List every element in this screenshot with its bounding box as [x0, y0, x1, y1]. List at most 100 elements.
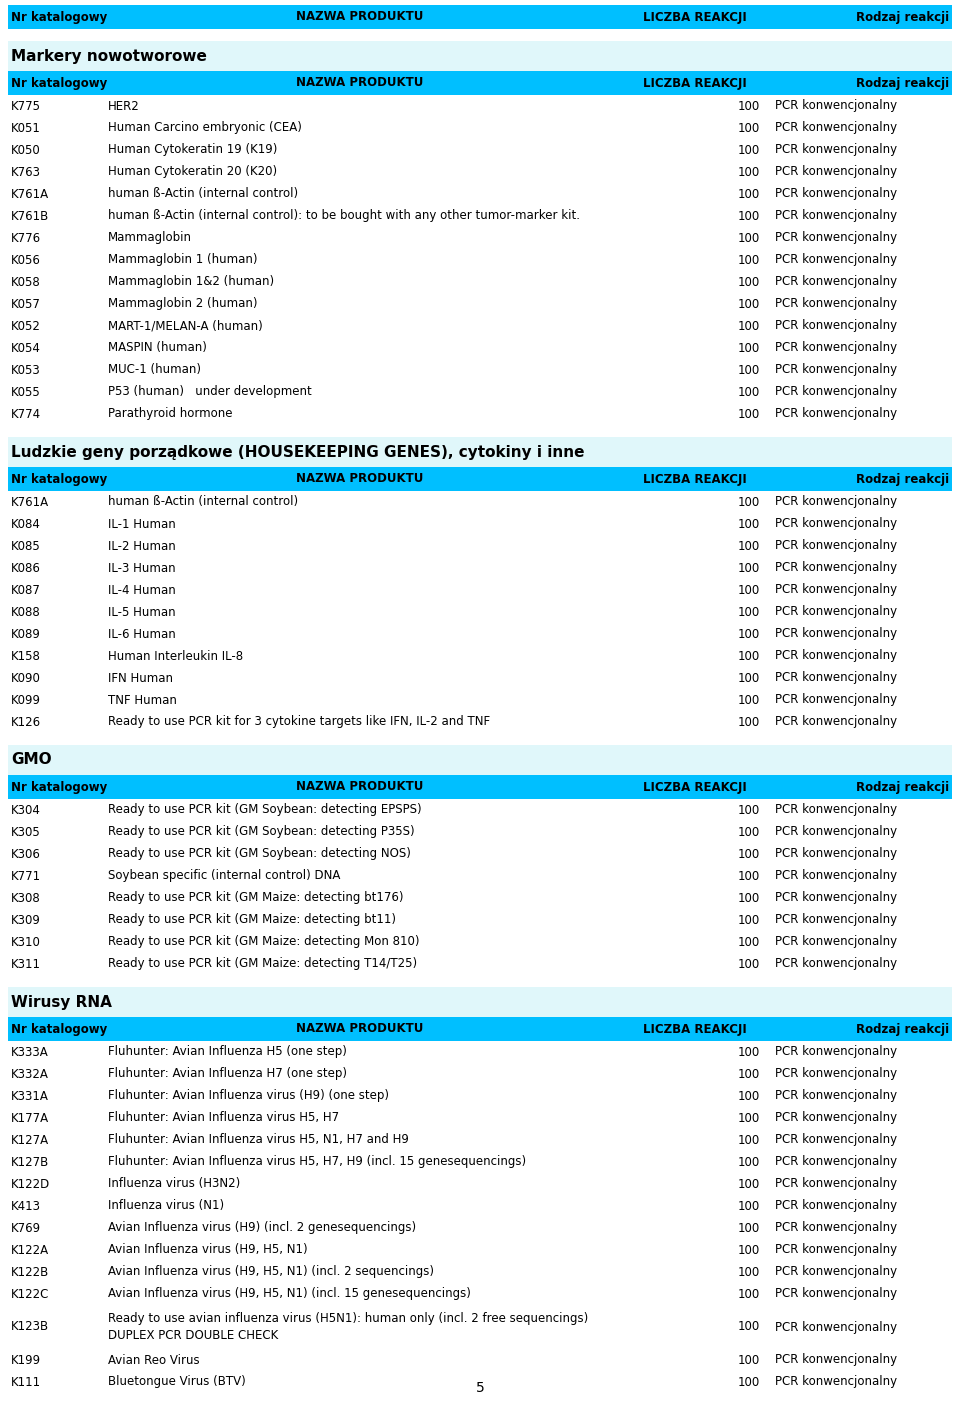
Text: PCR konwencjonalny: PCR konwencjonalny: [775, 495, 898, 509]
Text: PCR konwencjonalny: PCR konwencjonalny: [775, 1265, 898, 1278]
Text: PCR konwencjonalny: PCR konwencjonalny: [775, 627, 898, 641]
Text: PCR konwencjonalny: PCR konwencjonalny: [775, 869, 898, 883]
Text: PCR konwencjonalny: PCR konwencjonalny: [775, 232, 898, 245]
Text: 100: 100: [737, 1067, 760, 1080]
Text: 100: 100: [737, 891, 760, 904]
Bar: [8, 536, 952, 557]
Text: 100: 100: [737, 803, 760, 817]
Text: Rodzaj reakcji: Rodzaj reakcji: [856, 472, 949, 485]
Text: K088: K088: [11, 606, 40, 619]
Text: GMO: GMO: [11, 752, 52, 768]
Text: PCR konwencjonalny: PCR konwencjonalny: [775, 914, 898, 927]
Text: PCR konwencjonalny: PCR konwencjonalny: [775, 408, 898, 420]
Text: PCR konwencjonalny: PCR konwencjonalny: [775, 650, 898, 662]
Text: PCR konwencjonalny: PCR konwencjonalny: [775, 364, 898, 377]
Bar: [8, 249, 952, 271]
Text: K304: K304: [11, 803, 41, 817]
Text: 100: 100: [737, 209, 760, 222]
Text: K090: K090: [11, 672, 41, 685]
Text: K761A: K761A: [11, 187, 49, 201]
Text: Ready to use PCR kit (GM Maize: detecting Mon 810): Ready to use PCR kit (GM Maize: detectin…: [108, 935, 420, 949]
Text: PCR konwencjonalny: PCR konwencjonalny: [775, 606, 898, 619]
Text: IL-1 Human: IL-1 Human: [108, 517, 176, 530]
Text: 100: 100: [737, 1112, 760, 1125]
Text: IFN Human: IFN Human: [108, 672, 173, 685]
Text: K122B: K122B: [11, 1265, 49, 1278]
Text: PCR konwencjonalny: PCR konwencjonalny: [775, 1375, 898, 1389]
Text: Nr katalogowy: Nr katalogowy: [11, 10, 108, 24]
Bar: [8, 1085, 952, 1107]
Text: PCR konwencjonalny: PCR konwencjonalny: [775, 1199, 898, 1212]
Text: K054: K054: [11, 342, 41, 354]
Text: K087: K087: [11, 583, 41, 596]
Text: Human Cytokeratin 19 (K19): Human Cytokeratin 19 (K19): [108, 143, 277, 156]
Text: Avian Influenza virus (H9, H5, N1): Avian Influenza virus (H9, H5, N1): [108, 1243, 307, 1257]
Text: 100: 100: [737, 825, 760, 838]
Text: Soybean specific (internal control) DNA: Soybean specific (internal control) DNA: [108, 869, 341, 883]
Text: 100: 100: [737, 1046, 760, 1059]
Text: K769: K769: [11, 1222, 41, 1234]
Bar: [8, 467, 952, 491]
Text: K053: K053: [11, 364, 40, 377]
Text: 100: 100: [737, 561, 760, 575]
Text: human ß-Actin (internal control): human ß-Actin (internal control): [108, 495, 299, 509]
Bar: [8, 183, 952, 205]
Text: PCR konwencjonalny: PCR konwencjonalny: [775, 298, 898, 311]
Bar: [8, 117, 952, 139]
Text: K055: K055: [11, 385, 40, 398]
Bar: [8, 689, 952, 711]
Text: PCR konwencjonalny: PCR konwencjonalny: [775, 891, 898, 904]
Text: 100: 100: [737, 1375, 760, 1389]
Text: K122C: K122C: [11, 1288, 49, 1301]
Text: Bluetongue Virus (BTV): Bluetongue Virus (BTV): [108, 1375, 246, 1389]
Text: PCR konwencjonalny: PCR konwencjonalny: [775, 209, 898, 222]
Text: human ß-Actin (internal control): human ß-Actin (internal control): [108, 187, 299, 201]
Text: PCR konwencjonalny: PCR konwencjonalny: [775, 672, 898, 685]
Text: Avian Influenza virus (H9) (incl. 2 genesequencings): Avian Influenza virus (H9) (incl. 2 gene…: [108, 1222, 416, 1234]
Text: PCR konwencjonalny: PCR konwencjonalny: [775, 342, 898, 354]
Text: Ready to use PCR kit (GM Maize: detecting bt176): Ready to use PCR kit (GM Maize: detectin…: [108, 891, 403, 904]
Bar: [8, 579, 952, 600]
Text: PCR konwencjonalny: PCR konwencjonalny: [775, 1320, 898, 1333]
Text: MART-1/MELAN-A (human): MART-1/MELAN-A (human): [108, 319, 263, 332]
Text: PCR konwencjonalny: PCR konwencjonalny: [775, 143, 898, 156]
Text: LICZBA REAKCJI: LICZBA REAKCJI: [643, 76, 747, 90]
Text: NAZWA PRODUKTU: NAZWA PRODUKTU: [297, 780, 423, 793]
Bar: [8, 41, 952, 70]
Text: 100: 100: [737, 693, 760, 706]
Text: 100: 100: [737, 1222, 760, 1234]
Bar: [8, 1284, 952, 1305]
Text: K158: K158: [11, 650, 41, 662]
Text: PCR konwencjonalny: PCR konwencjonalny: [775, 121, 898, 135]
Text: Human Carcino embryonic (CEA): Human Carcino embryonic (CEA): [108, 121, 301, 135]
Text: K771: K771: [11, 869, 41, 883]
Text: Fluhunter: Avian Influenza virus H5, N1, H7 and H9: Fluhunter: Avian Influenza virus H5, N1,…: [108, 1133, 409, 1146]
Bar: [8, 645, 952, 666]
Text: K052: K052: [11, 319, 41, 332]
Text: 100: 100: [737, 385, 760, 398]
Text: MUC-1 (human): MUC-1 (human): [108, 364, 201, 377]
Text: Mammaglobin 1 (human): Mammaglobin 1 (human): [108, 253, 257, 267]
Text: 100: 100: [737, 319, 760, 332]
Text: 100: 100: [737, 495, 760, 509]
Text: K776: K776: [11, 232, 41, 245]
Bar: [8, 513, 952, 536]
Bar: [8, 844, 952, 865]
Text: LICZBA REAKCJI: LICZBA REAKCJI: [643, 780, 747, 793]
Text: 100: 100: [737, 1199, 760, 1212]
Text: K057: K057: [11, 298, 41, 311]
Text: PCR konwencjonalny: PCR konwencjonalny: [775, 1067, 898, 1080]
Text: Fluhunter: Avian Influenza virus (H9) (one step): Fluhunter: Avian Influenza virus (H9) (o…: [108, 1090, 389, 1102]
Text: PCR konwencjonalny: PCR konwencjonalny: [775, 100, 898, 112]
Text: K332A: K332A: [11, 1067, 49, 1080]
Text: 100: 100: [737, 298, 760, 311]
Text: K413: K413: [11, 1199, 41, 1212]
Text: IL-5 Human: IL-5 Human: [108, 606, 176, 619]
Text: Parathyroid hormone: Parathyroid hormone: [108, 408, 232, 420]
Text: Ready to use PCR kit (GM Maize: detecting bt11): Ready to use PCR kit (GM Maize: detectin…: [108, 914, 396, 927]
Text: LICZBA REAKCJI: LICZBA REAKCJI: [643, 472, 747, 485]
Text: PCR konwencjonalny: PCR konwencjonalny: [775, 693, 898, 706]
Text: PCR konwencjonalny: PCR konwencjonalny: [775, 1090, 898, 1102]
Text: PCR konwencjonalny: PCR konwencjonalny: [775, 1112, 898, 1125]
Text: K056: K056: [11, 253, 41, 267]
